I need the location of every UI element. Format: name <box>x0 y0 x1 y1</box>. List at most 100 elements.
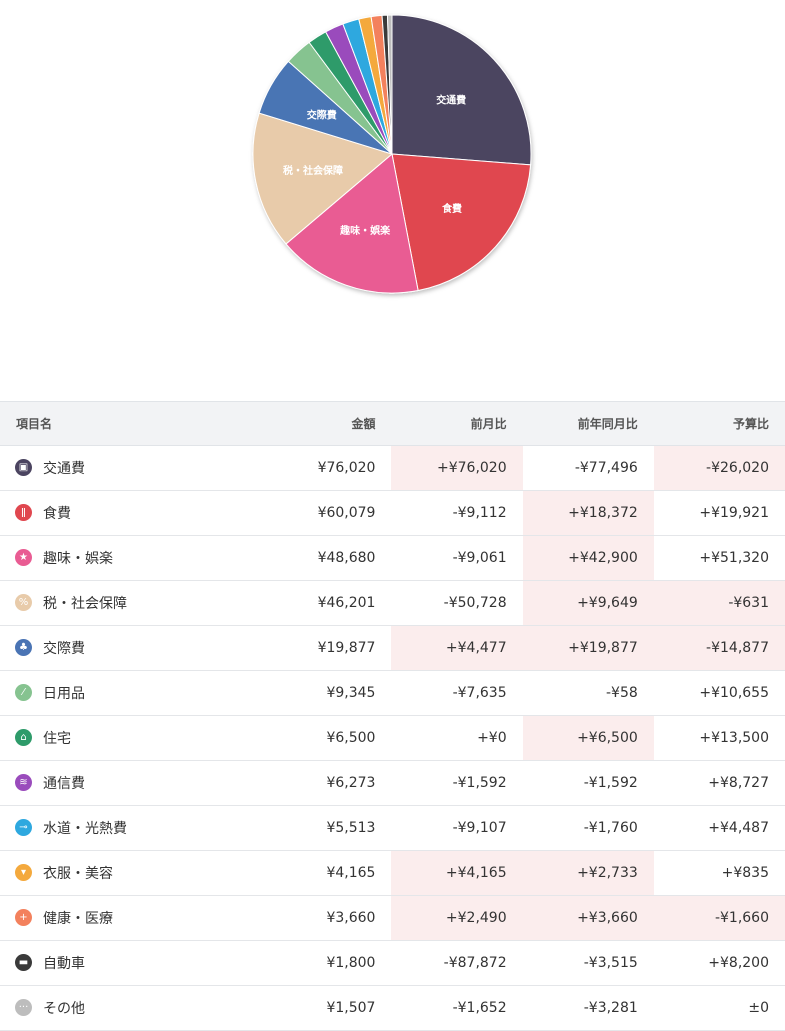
train-icon: ▣ <box>15 458 32 476</box>
people-icon: ♣ <box>15 638 32 656</box>
year-over-year-cell: +¥6,500 <box>522 715 654 761</box>
year-over-year-cell: +¥18,372 <box>522 490 654 536</box>
faucet-icon: ⊸ <box>15 818 32 836</box>
budget-ratio-cell: +¥19,921 <box>653 490 785 536</box>
month-over-month-cell: -¥50,728 <box>391 580 523 626</box>
budget-ratio-cell: +¥51,320 <box>653 535 785 581</box>
budget-ratio-cell: +¥8,727 <box>653 760 785 806</box>
amount-cell: ¥4,165 <box>262 850 392 896</box>
category-name: 交通費 <box>43 461 85 477</box>
pie-slice[interactable] <box>252 112 394 245</box>
utensils-icon: ǁ <box>15 503 32 521</box>
amount-cell: ¥46,201 <box>262 580 392 626</box>
category-name: 衣服・美容 <box>43 866 113 882</box>
category-cell[interactable]: ··· その他 <box>0 985 263 1031</box>
amount-cell: ¥5,513 <box>262 805 392 851</box>
amount-cell: ¥6,500 <box>262 715 392 761</box>
category-name: 交際費 <box>43 641 85 657</box>
house-icon: ⌂ <box>15 728 32 746</box>
expense-pie-chart: 交通費 食費 趣味・娯楽 税・社会保障 交際費 <box>0 0 785 400</box>
table-row[interactable]: ▾ 衣服・美容 ¥4,165 +¥4,165 +¥2,733 +¥835 <box>0 850 785 896</box>
category-cell[interactable]: ⊸ 水道・光熱費 <box>0 805 263 851</box>
pie-slice-label: 食費 <box>441 202 462 215</box>
category-cell[interactable]: ★ 趣味・娯楽 <box>0 535 263 581</box>
year-over-year-cell: -¥77,496 <box>522 445 654 491</box>
category-cell[interactable]: ▾ 衣服・美容 <box>0 850 263 896</box>
category-cell[interactable]: ▬ 自動車 <box>0 940 263 986</box>
pie-slice[interactable] <box>391 14 532 166</box>
category-name: 健康・医療 <box>43 911 113 927</box>
year-over-year-cell: -¥3,281 <box>522 985 654 1031</box>
budget-ratio-cell: -¥14,877 <box>653 625 785 671</box>
pie-slice-label: 趣味・娯楽 <box>339 224 391 237</box>
category-cell[interactable]: ≋ 通信費 <box>0 760 263 806</box>
year-over-year-cell: +¥9,649 <box>522 580 654 626</box>
category-cell[interactable]: % 税・社会保障 <box>0 580 263 626</box>
month-over-month-cell: -¥87,872 <box>391 940 523 986</box>
amount-cell: ¥19,877 <box>262 625 392 671</box>
table-row[interactable]: ··· その他 ¥1,507 -¥1,652 -¥3,281 ±0 <box>0 985 785 1031</box>
table-row[interactable]: ǁ 食費 ¥60,079 -¥9,112 +¥18,372 +¥19,921 <box>0 490 785 536</box>
table-row[interactable]: ▬ 自動車 ¥1,800 -¥87,872 -¥3,515 +¥8,200 <box>0 940 785 986</box>
budget-ratio-cell: -¥631 <box>653 580 785 626</box>
shirt-icon: ▾ <box>15 863 32 881</box>
budget-ratio-cell: +¥4,487 <box>653 805 785 851</box>
pie-slice-label: 交際費 <box>307 108 337 121</box>
table-row[interactable]: ⌂ 住宅 ¥6,500 +¥0 +¥6,500 +¥13,500 <box>0 715 785 761</box>
header-year-over-year[interactable]: 前年同月比 <box>522 401 654 446</box>
pie-slice-label: 交通費 <box>436 93 466 106</box>
category-cell[interactable]: ▣ 交通費 <box>0 445 263 491</box>
pie-slice[interactable] <box>386 14 393 155</box>
amount-cell: ¥76,020 <box>262 445 392 491</box>
medical-cross-icon: + <box>15 908 32 926</box>
category-cell[interactable]: ⁄ 日用品 <box>0 670 263 716</box>
table-row[interactable]: ≋ 通信費 ¥6,273 -¥1,592 -¥1,592 +¥8,727 <box>0 760 785 806</box>
year-over-year-cell: -¥58 <box>522 670 654 716</box>
category-cell[interactable]: ♣ 交際費 <box>0 625 263 671</box>
category-name: 自動車 <box>43 956 85 972</box>
month-over-month-cell: -¥7,635 <box>391 670 523 716</box>
header-budget-ratio[interactable]: 予算比 <box>653 401 785 446</box>
pie-slice[interactable] <box>391 153 532 292</box>
year-over-year-cell: +¥2,733 <box>522 850 654 896</box>
table-row[interactable]: ⊸ 水道・光熱費 ¥5,513 -¥9,107 -¥1,760 +¥4,487 <box>0 805 785 851</box>
header-amount[interactable]: 金額 <box>262 401 392 446</box>
expense-summary-table: 項目名 金額 前月比 前年同月比 予算比 ▣ 交通費 ¥76,020 +¥76,020… <box>0 401 785 1031</box>
year-over-year-cell: -¥3,515 <box>522 940 654 986</box>
budget-ratio-cell: +¥835 <box>653 850 785 896</box>
category-name: 趣味・娯楽 <box>43 551 113 567</box>
month-over-month-cell: -¥9,112 <box>391 490 523 536</box>
table-row[interactable]: ♣ 交際費 ¥19,877 +¥4,477 +¥19,877 -¥14,877 <box>0 625 785 671</box>
header-month-over-month[interactable]: 前月比 <box>391 401 523 446</box>
table-row[interactable]: ★ 趣味・娯楽 ¥48,680 -¥9,061 +¥42,900 +¥51,320 <box>0 535 785 581</box>
budget-ratio-cell: -¥1,660 <box>653 895 785 941</box>
pie-slice[interactable] <box>285 153 419 294</box>
amount-cell: ¥9,345 <box>262 670 392 716</box>
category-cell[interactable]: ǁ 食費 <box>0 490 263 536</box>
category-name: 水道・光熱費 <box>43 821 127 837</box>
month-over-month-cell: +¥4,477 <box>391 625 523 671</box>
category-name: 食費 <box>43 506 71 522</box>
year-over-year-cell: -¥1,760 <box>522 805 654 851</box>
month-over-month-cell: -¥9,107 <box>391 805 523 851</box>
header-item-name[interactable]: 項目名 <box>0 401 263 446</box>
budget-ratio-cell: +¥8,200 <box>653 940 785 986</box>
year-over-year-cell: +¥3,660 <box>522 895 654 941</box>
category-name: 通信費 <box>43 776 85 792</box>
pill-icon: ⁄ <box>15 683 32 701</box>
table-row[interactable]: ▣ 交通費 ¥76,020 +¥76,020 -¥77,496 -¥26,020 <box>0 445 785 491</box>
category-name: 税・社会保障 <box>43 596 127 612</box>
table-row[interactable]: + 健康・医療 ¥3,660 +¥2,490 +¥3,660 -¥1,660 <box>0 895 785 941</box>
year-over-year-cell: +¥42,900 <box>522 535 654 581</box>
category-name: 住宅 <box>43 731 71 747</box>
table-row[interactable]: % 税・社会保障 ¥46,201 -¥50,728 +¥9,649 -¥631 <box>0 580 785 626</box>
amount-cell: ¥6,273 <box>262 760 392 806</box>
category-cell[interactable]: ⌂ 住宅 <box>0 715 263 761</box>
tax-icon: % <box>15 593 32 611</box>
year-over-year-cell: -¥1,592 <box>522 760 654 806</box>
table-row[interactable]: ⁄ 日用品 ¥9,345 -¥7,635 -¥58 +¥10,655 <box>0 670 785 716</box>
category-name: 日用品 <box>43 686 85 702</box>
category-cell[interactable]: + 健康・医療 <box>0 895 263 941</box>
amount-cell: ¥3,660 <box>262 895 392 941</box>
